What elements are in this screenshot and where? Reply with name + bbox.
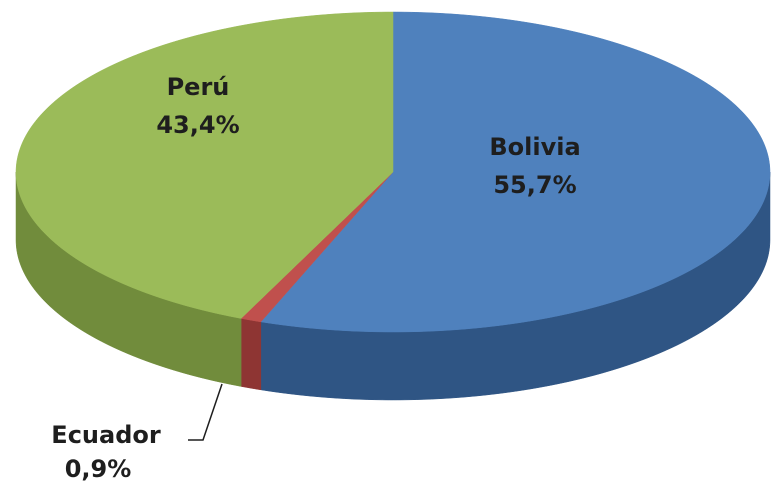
- slice-label: Perú: [167, 73, 230, 101]
- slice-label: Ecuador: [51, 421, 161, 449]
- pie-side: [240, 318, 262, 391]
- pie-slice: [15, 11, 394, 319]
- leader-line: [188, 383, 223, 441]
- slice-value: 0,9%: [65, 455, 132, 483]
- pie-slice: [260, 11, 771, 333]
- slice-value: 55,7%: [493, 171, 576, 199]
- slice-value: 43,4%: [156, 111, 239, 139]
- slice-label: Bolivia: [489, 133, 580, 161]
- pie-slice: [240, 171, 394, 323]
